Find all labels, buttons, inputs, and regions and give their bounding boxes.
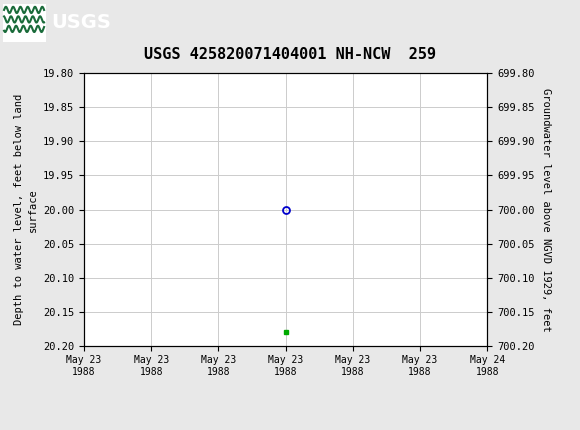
Text: USGS 425820071404001 NH-NCW  259: USGS 425820071404001 NH-NCW 259 xyxy=(144,47,436,62)
Text: USGS: USGS xyxy=(51,13,111,32)
Bar xyxy=(3,3,46,42)
Y-axis label: Groundwater level above NGVD 1929, feet: Groundwater level above NGVD 1929, feet xyxy=(541,88,552,332)
Y-axis label: Depth to water level, feet below land
surface: Depth to water level, feet below land su… xyxy=(14,94,38,325)
